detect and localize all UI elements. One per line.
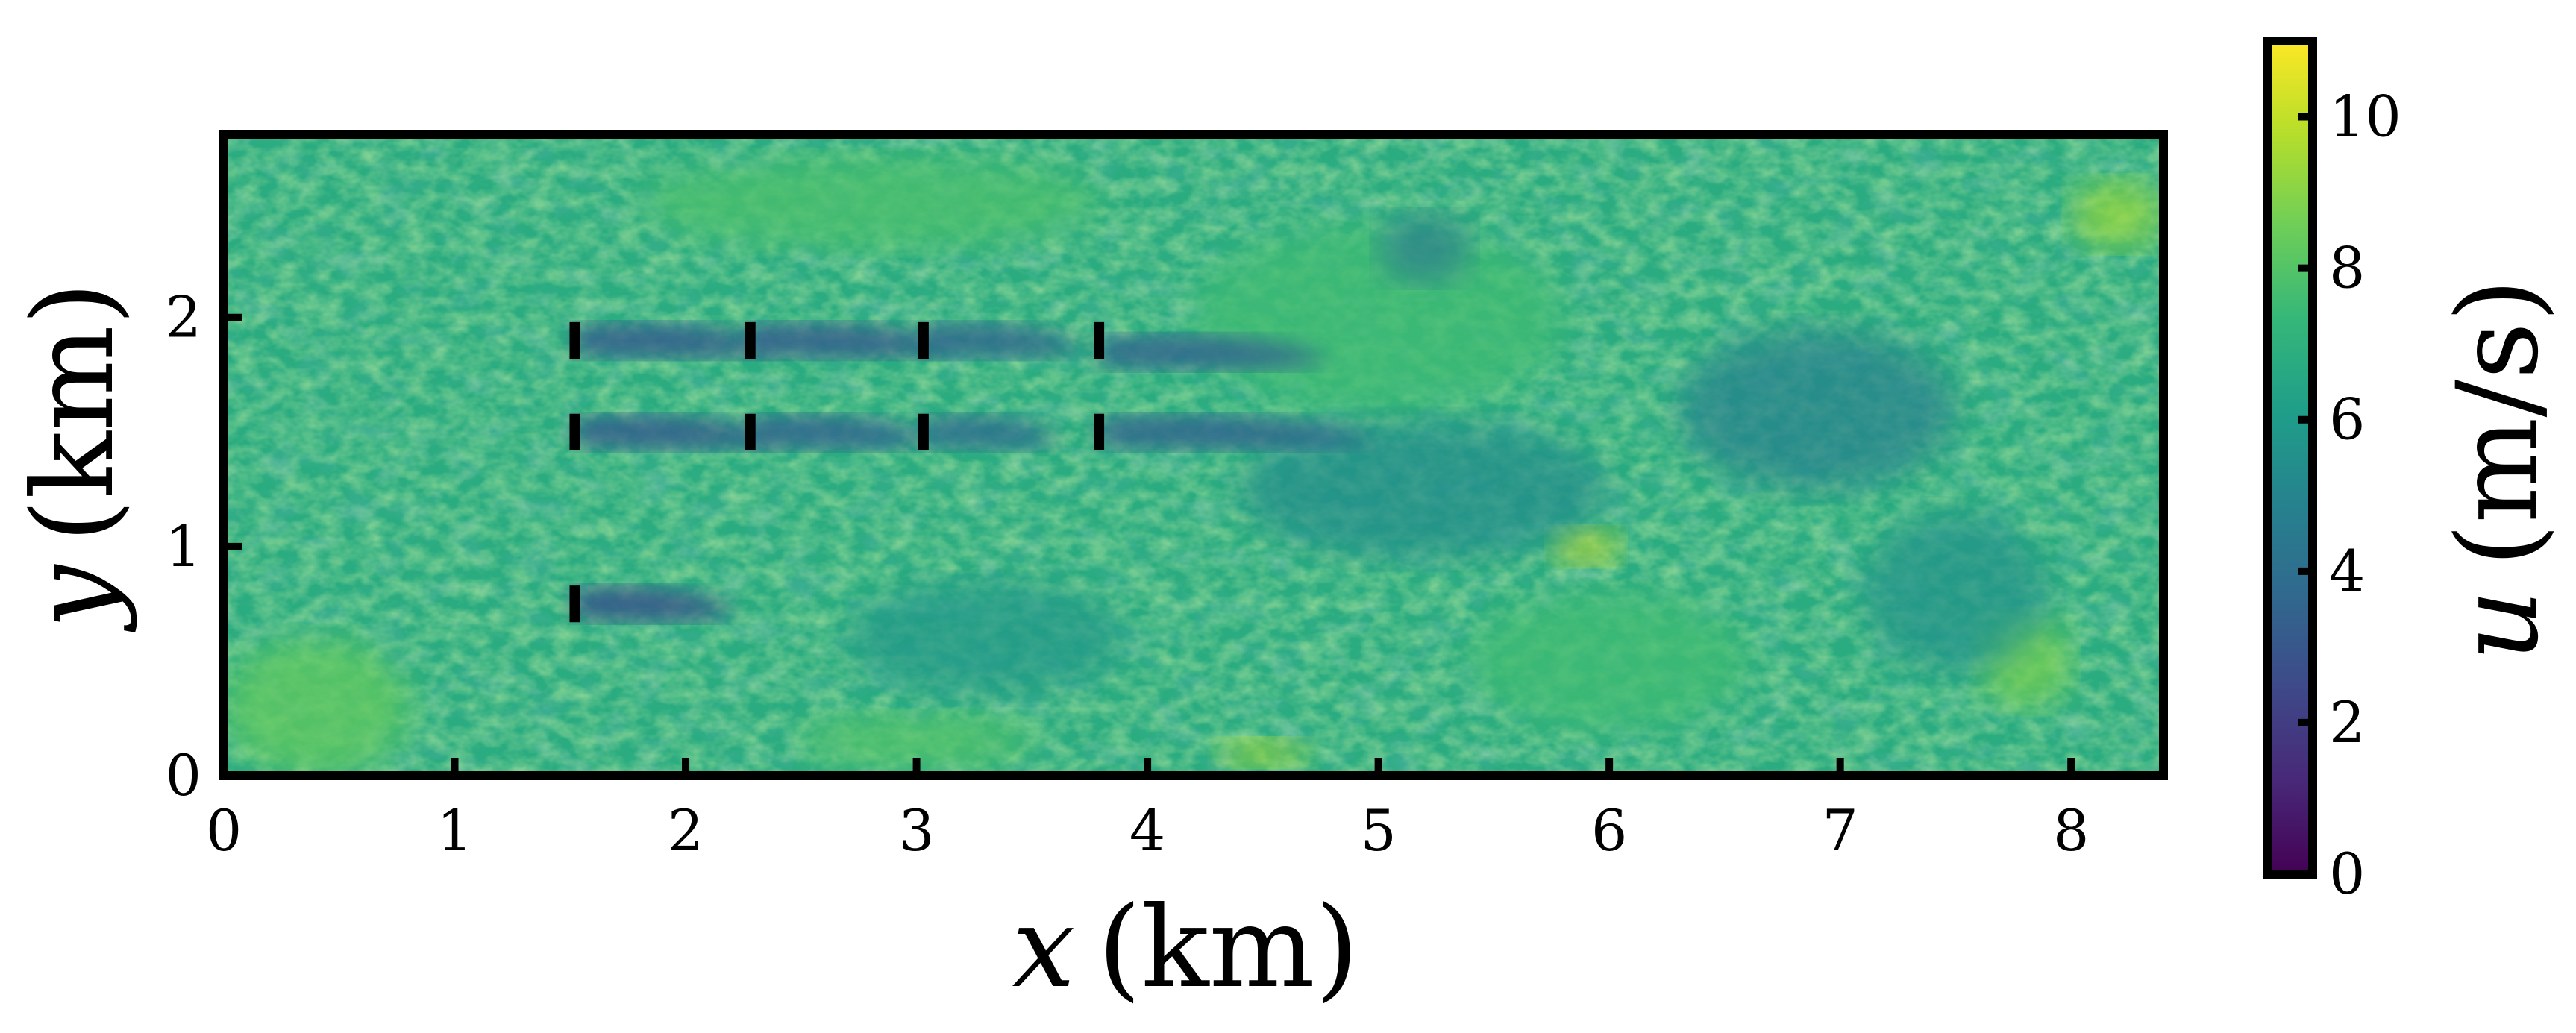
y-tick-label: 0: [166, 742, 201, 808]
high-speed-region: [1551, 528, 1621, 565]
x-axis-ticks: 0 1 2 3 4 5 6 7 8: [206, 758, 2089, 864]
high-speed-region: [800, 714, 1032, 769]
velocity-field: [224, 134, 2163, 776]
turbine-wake: [574, 587, 737, 621]
colorbar-tick-label: 8: [2329, 235, 2365, 301]
turbine-wake: [574, 323, 783, 358]
high-speed-region: [1194, 225, 1564, 409]
turbine-wake: [750, 415, 936, 450]
colorbar-tick-label: 10: [2329, 84, 2401, 150]
y-axis-label: y (km): [9, 282, 139, 633]
y-tick-label: 1: [166, 513, 201, 580]
x-tick-label: 8: [2053, 797, 2089, 864]
x-tick-label: 4: [1129, 797, 1165, 864]
x-tick-label: 5: [1360, 797, 1396, 864]
x-axis-label-unit: (km): [1097, 883, 1358, 1013]
turbine-wake: [1099, 335, 1330, 370]
y-axis-ticks: 0 1 2: [166, 284, 242, 808]
low-speed-region: [1679, 329, 1956, 490]
x-tick-label: 0: [206, 797, 242, 864]
turbine-markers: [569, 321, 1105, 623]
y-axis-label-unit: (km): [9, 282, 139, 543]
colorbar-tick-label: 0: [2329, 841, 2365, 907]
turbine-wake: [923, 415, 1062, 450]
high-speed-region: [1216, 738, 1309, 767]
colorbar-ticks: 0 2 4 6 8 10: [2298, 84, 2401, 907]
colorbar-label-unit: (m/s): [2434, 278, 2563, 567]
low-speed-region: [1239, 420, 1610, 559]
turbine-wake: [750, 323, 959, 358]
colorbar-tick-label: 6: [2329, 386, 2365, 453]
low-speed-region: [847, 580, 1125, 696]
x-tick-label: 6: [1591, 797, 1627, 864]
turbine-wake: [1099, 415, 1376, 450]
high-speed-region: [224, 638, 409, 776]
x-tick-label: 2: [668, 797, 703, 864]
turbine-wake: [923, 323, 1085, 358]
y-axis-label-symbol: y: [9, 563, 139, 632]
colorbar-tick-label: 4: [2329, 538, 2365, 604]
x-tick-label: 3: [898, 797, 934, 864]
x-tick-label: 1: [436, 797, 472, 864]
turbine-wake: [574, 415, 783, 450]
plot-frame: [219, 130, 2168, 780]
low-speed-region: [1863, 512, 2049, 673]
high-speed-region: [639, 157, 1102, 249]
y-tick-label: 2: [166, 284, 201, 351]
low-speed-region: [1378, 214, 1471, 283]
x-axis-label: x (km): [1012, 883, 1359, 1013]
x-tick-label: 7: [1822, 797, 1858, 864]
colorbar: [2268, 41, 2313, 874]
high-speed-region: [1470, 592, 1748, 730]
high-speed-region: [2071, 180, 2163, 249]
x-axis-label-symbol: x: [1012, 883, 1076, 1013]
colorbar-frame: [2263, 37, 2317, 879]
colorbar-tick-label: 2: [2329, 689, 2365, 756]
colorbar-label: u (m/s): [2434, 278, 2563, 661]
colorbar-label-symbol: u: [2434, 589, 2563, 662]
